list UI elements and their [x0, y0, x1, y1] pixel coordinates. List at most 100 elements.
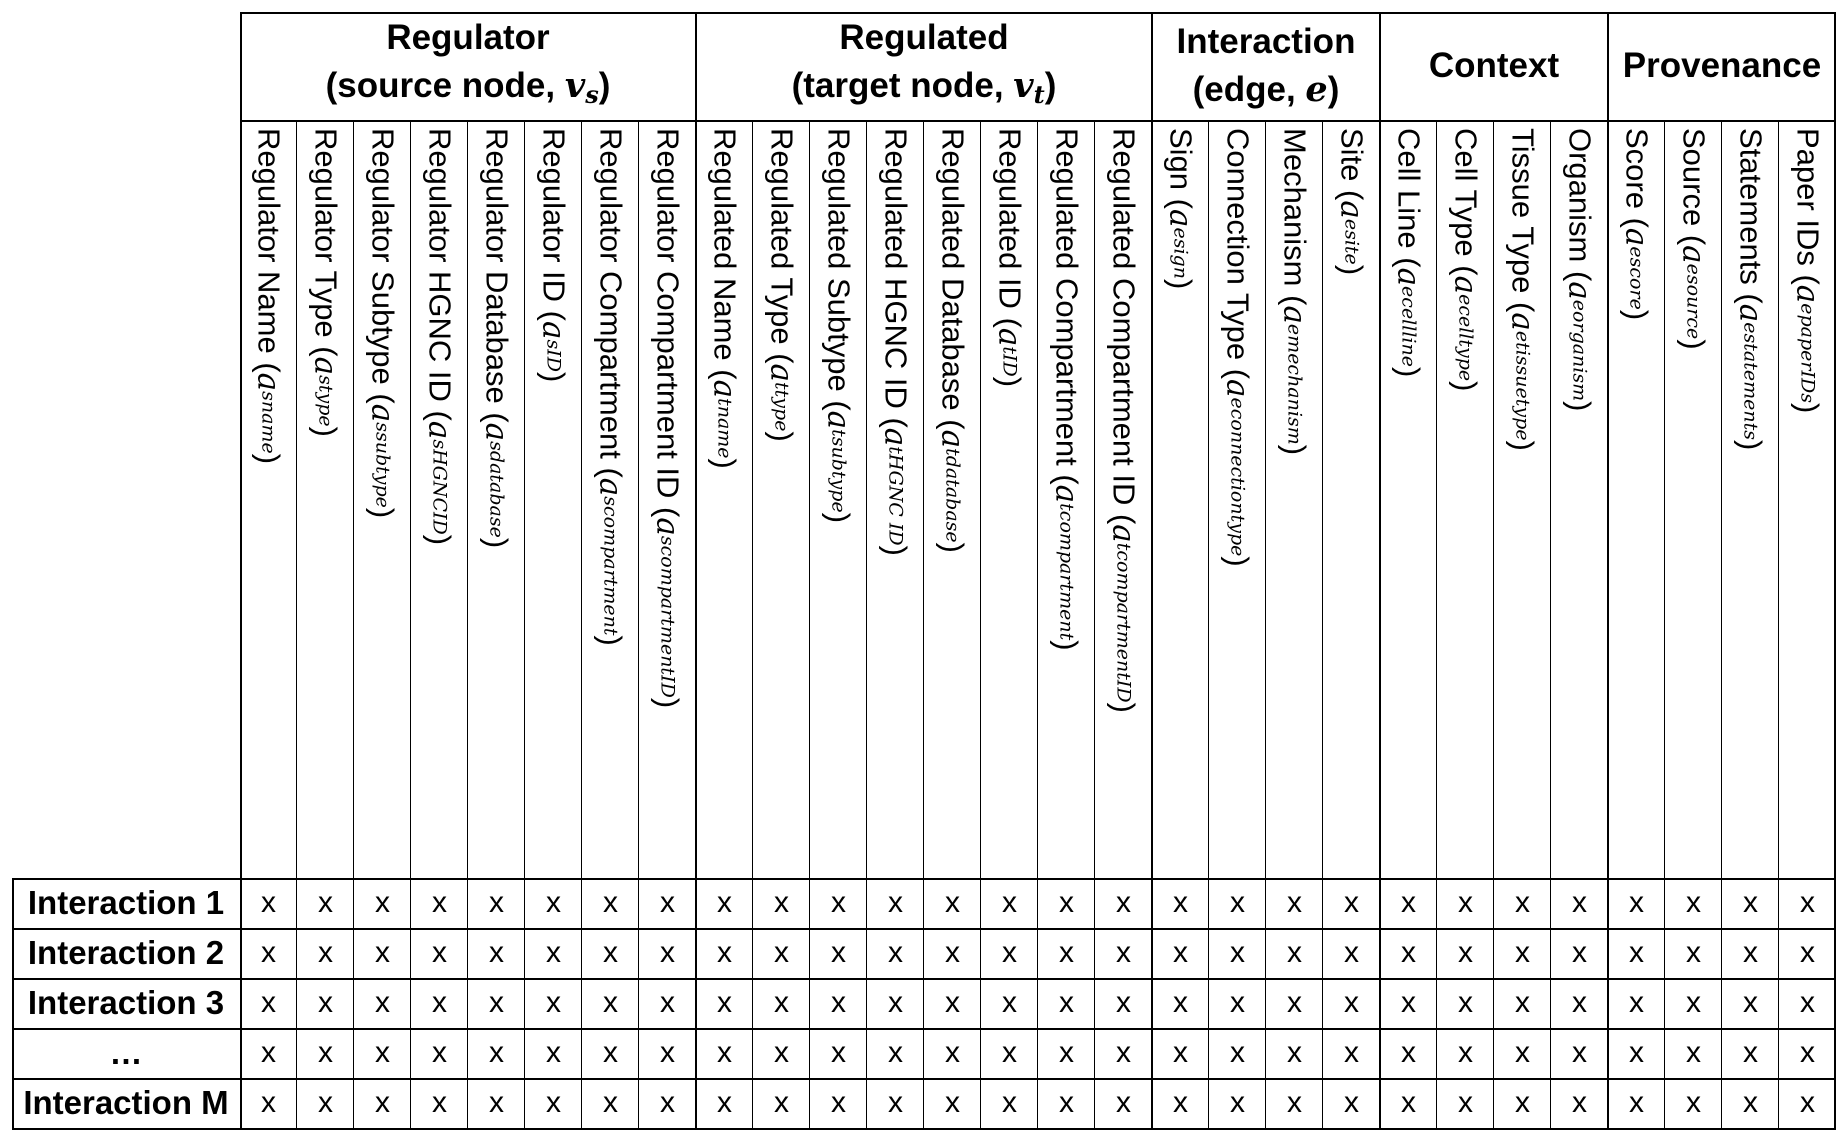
column-header: Source (aesource): [1665, 124, 1722, 878]
cell-mark: x: [1344, 936, 1359, 969]
cell-mark: x: [1686, 1036, 1701, 1069]
cell-mark: x: [489, 1036, 504, 1069]
cell-mark: x: [1686, 1086, 1701, 1119]
column-label: Connection Type: [1220, 128, 1256, 361]
cell-mark: x: [945, 936, 960, 969]
group-header-regulator: Regulator (source node, vs): [240, 12, 696, 120]
cell-mark: x: [1287, 1036, 1302, 1069]
cell-mark: x: [1116, 1036, 1131, 1069]
column-header-text: Paper IDs (aepaperIDs): [1789, 128, 1826, 414]
grid-line: [1778, 120, 1779, 1128]
group-variable-index: t: [1033, 79, 1045, 109]
cell-mark: x: [774, 1036, 789, 1069]
group-title: Context: [1429, 42, 1559, 90]
grid-line: [1037, 120, 1038, 1128]
column-header: Regulated Compartment (atcompartment): [1038, 124, 1095, 878]
row-label: Interaction M: [23, 1084, 229, 1121]
attribute-symbol: a: [1105, 524, 1142, 543]
grid-line: [353, 120, 354, 1128]
cell-mark: x: [1572, 1086, 1587, 1119]
grid-line: [866, 120, 867, 1128]
grid-line: [296, 120, 297, 1128]
cell-mark: x: [1515, 886, 1530, 919]
grid-line: [1322, 120, 1323, 1128]
cell-mark: x: [660, 936, 675, 969]
column-label: Tissue Type: [1505, 128, 1541, 294]
cell-mark: x: [717, 886, 732, 919]
cell-mark: x: [603, 886, 618, 919]
column-header: Regulator Compartment (ascompartment): [582, 124, 639, 878]
cell-mark: x: [603, 936, 618, 969]
column-label: Regulated Subtype: [821, 128, 857, 392]
column-label: Statements: [1733, 128, 1769, 285]
attribute-subscript: e: [1739, 322, 1762, 334]
attribute-subscript: e: [1625, 246, 1648, 258]
column-label: Regulator Type: [308, 128, 344, 338]
attribute-symbol: a: [1504, 312, 1541, 331]
attribute-symbol: a: [1390, 267, 1427, 287]
group-subtitle: (edge, e): [1193, 66, 1340, 114]
column-header: Tissue Type (aetissuetype): [1494, 124, 1551, 878]
column-header: Regulator Subtype (assubtype): [354, 124, 411, 878]
group-title-text: Regulated: [839, 17, 1009, 57]
attribute-symbol: a: [1162, 208, 1199, 228]
grid-line: [524, 120, 525, 1128]
attribute-subscript: e: [1169, 227, 1192, 239]
attribute-symbol: a: [649, 517, 686, 536]
cell-mark: x: [432, 986, 447, 1019]
column-label: Cell Line: [1391, 128, 1427, 249]
column-header: Regulated Compartment ID (atcompartmentI…: [1095, 124, 1152, 878]
grid-line: [1834, 12, 1836, 1128]
cell-mark: x: [1287, 986, 1302, 1019]
cell-mark: x: [375, 936, 390, 969]
column-header-text: Score (aescore): [1618, 128, 1655, 321]
cell-mark: x: [1002, 986, 1017, 1019]
column-header: Regulator Database (asdatabase): [468, 124, 525, 878]
attribute-superscript: connectiontype: [1226, 408, 1249, 557]
cell-mark: x: [1059, 986, 1074, 1019]
cell-mark: x: [831, 886, 846, 919]
cell-mark: x: [1059, 1036, 1074, 1069]
column-header: Regulated HGNC ID (atHGNC ID): [867, 124, 924, 878]
column-header: Regulator Type (astype): [297, 124, 354, 878]
column-header: Cell Line (aecellline): [1380, 124, 1437, 878]
cell-mark: x: [546, 886, 561, 919]
attribute-subscript: t: [941, 448, 964, 456]
cell-mark: x: [1116, 886, 1131, 919]
attribute-superscript: ID: [542, 349, 565, 372]
cell-mark: x: [546, 1086, 561, 1119]
attribute-subscript: e: [1682, 263, 1705, 275]
column-header-text: Sign (aesign): [1162, 128, 1199, 290]
column-header-text: Regulated Compartment (atcompartment): [1048, 128, 1085, 651]
cell-mark: x: [261, 1036, 276, 1069]
attribute-superscript: compartment: [599, 506, 622, 636]
column-header-text: Mechanism (aemechanism): [1276, 128, 1313, 456]
grid-line: [1607, 12, 1609, 1128]
column-header: Regulated Subtype (atsubtype): [810, 124, 867, 878]
column-header: Regulated Type (attype): [753, 124, 810, 878]
column-label: Organism: [1562, 128, 1598, 263]
row-label: Interaction 2: [27, 934, 225, 971]
group-title-text: Context: [1428, 46, 1560, 85]
cell-mark: x: [1629, 1086, 1644, 1119]
cell-mark: x: [1800, 1036, 1815, 1069]
attribute-symbol: a: [364, 403, 401, 423]
cell-mark: x: [1344, 1086, 1359, 1119]
group-variable-index: s: [585, 79, 599, 109]
cell-mark: x: [1173, 886, 1188, 919]
attribute-superscript: compartment: [1055, 510, 1078, 641]
cell-mark: x: [1116, 1086, 1131, 1119]
cell-mark: x: [1059, 936, 1074, 969]
cell-mark: x: [432, 1036, 447, 1069]
column-header-text: Regulator HGNC ID (asHGNCID): [421, 128, 458, 546]
grid-line: [923, 120, 924, 1128]
attribute-subscript: s: [599, 496, 622, 507]
attribute-superscript: name: [713, 405, 736, 459]
attribute-symbol: a: [307, 356, 344, 376]
cell-mark: x: [603, 986, 618, 1019]
cell-mark: x: [603, 1086, 618, 1119]
attribute-superscript: type: [314, 384, 337, 427]
attribute-superscript: database: [941, 455, 964, 543]
column-label: Regulator Name: [251, 128, 287, 354]
cell-mark: x: [1002, 1086, 1017, 1119]
